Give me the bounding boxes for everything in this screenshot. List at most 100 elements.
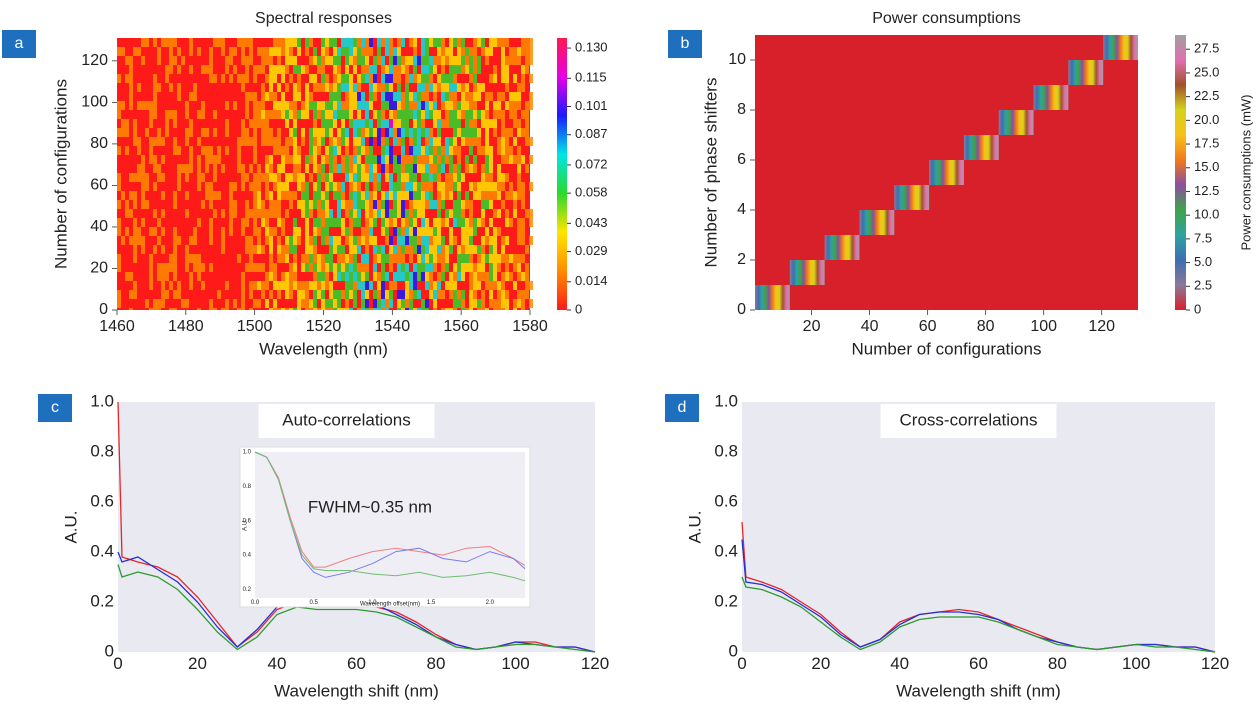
heatmap-texture — [285, 65, 289, 74]
heatmap-texture — [425, 263, 429, 272]
heatmap-texture — [305, 191, 309, 200]
heatmap-texture — [425, 146, 429, 155]
heatmap-texture — [145, 182, 149, 191]
heatmap-texture — [285, 56, 289, 65]
heatmap-texture — [157, 236, 161, 245]
heatmap-texture — [321, 155, 325, 164]
x-tick-label: 100 — [1030, 318, 1057, 335]
heatmap-texture — [529, 236, 533, 245]
heatmap-texture — [373, 245, 377, 254]
heatmap-texture — [489, 245, 493, 254]
heatmap-texture — [133, 191, 137, 200]
heatmap-texture — [161, 191, 165, 200]
heatmap-texture — [321, 56, 325, 65]
heatmap-texture — [505, 137, 509, 146]
x-tick-label: 80 — [1048, 654, 1067, 673]
heatmap-texture — [477, 56, 481, 65]
heatmap-texture — [325, 83, 329, 92]
heatmap-texture — [285, 173, 289, 182]
heatmap-texture — [285, 155, 289, 164]
heatmap-texture — [497, 173, 501, 182]
heatmap-texture — [409, 191, 413, 200]
heatmap-texture — [497, 308, 501, 310]
heatmap-texture — [477, 299, 481, 308]
heatmap-texture — [285, 281, 289, 290]
heatmap-texture — [253, 227, 257, 236]
heatmap-texture — [493, 272, 497, 281]
heatmap-texture — [325, 119, 329, 128]
heatmap-texture — [337, 101, 341, 110]
power-block — [1103, 35, 1138, 60]
heatmap-texture — [381, 119, 385, 128]
heatmap-texture — [453, 101, 457, 110]
heatmap-texture — [437, 227, 441, 236]
heatmap-texture — [389, 191, 393, 200]
heatmap-texture — [437, 110, 441, 119]
heatmap-texture — [465, 263, 469, 272]
heatmap-texture — [453, 281, 457, 290]
heatmap-texture — [169, 263, 173, 272]
heatmap-texture — [349, 254, 353, 263]
heatmap-texture — [293, 164, 297, 173]
heatmap-texture — [437, 200, 441, 209]
heatmap-texture — [497, 227, 501, 236]
heatmap-texture — [377, 272, 381, 281]
heatmap-texture — [361, 263, 365, 272]
heatmap-texture — [237, 137, 241, 146]
heatmap-texture — [345, 137, 349, 146]
heatmap-texture — [201, 65, 205, 74]
heatmap-texture — [397, 83, 401, 92]
heatmap-texture — [149, 263, 153, 272]
heatmap-texture — [477, 254, 481, 263]
heatmap-texture — [273, 272, 277, 281]
heatmap-texture — [525, 110, 529, 119]
heatmap-texture — [337, 74, 341, 83]
heatmap-texture — [461, 263, 465, 272]
heatmap-texture — [417, 191, 421, 200]
heatmap-texture — [401, 128, 405, 137]
heatmap-texture — [457, 290, 461, 299]
y-tick-label: 0.2 — [714, 591, 738, 610]
heatmap-texture — [321, 272, 325, 281]
x-tick-label: 0 — [737, 654, 746, 673]
heatmap-texture — [317, 56, 321, 65]
heatmap-texture — [305, 38, 309, 47]
heatmap-texture — [369, 164, 373, 173]
heatmap-texture — [337, 56, 341, 65]
heatmap-texture — [425, 254, 429, 263]
heatmap-texture — [429, 263, 433, 272]
heatmap-texture — [449, 56, 453, 65]
heatmap-texture — [217, 38, 221, 47]
heatmap-texture — [529, 56, 533, 65]
heatmap-texture — [341, 155, 345, 164]
heatmap-texture — [269, 263, 273, 272]
heatmap-texture — [369, 308, 373, 310]
heatmap-texture — [161, 209, 165, 218]
heatmap-texture — [345, 308, 349, 310]
heatmap-texture — [505, 56, 509, 65]
heatmap-texture — [413, 56, 417, 65]
heatmap-texture — [337, 47, 341, 56]
heatmap-texture — [441, 146, 445, 155]
heatmap-texture — [269, 137, 273, 146]
heatmap-texture — [173, 146, 177, 155]
heatmap-texture — [509, 110, 513, 119]
colorbar-tick-label: 5.0 — [1194, 254, 1212, 269]
y-tick-label: 0.4 — [243, 553, 252, 559]
heatmap-texture — [445, 245, 449, 254]
heatmap-texture — [261, 47, 265, 56]
heatmap-texture — [377, 173, 381, 182]
heatmap-texture — [353, 56, 357, 65]
heatmap-texture — [393, 209, 397, 218]
heatmap-texture — [413, 173, 417, 182]
heatmap-texture — [185, 137, 189, 146]
heatmap-texture — [329, 236, 333, 245]
heatmap-texture — [521, 227, 525, 236]
heatmap-texture — [389, 128, 393, 137]
heatmap-texture — [297, 164, 301, 173]
heatmap-texture — [493, 299, 497, 308]
heatmap-texture — [357, 128, 361, 137]
heatmap-texture — [137, 83, 141, 92]
heatmap-texture — [413, 272, 417, 281]
heatmap-texture — [357, 281, 361, 290]
